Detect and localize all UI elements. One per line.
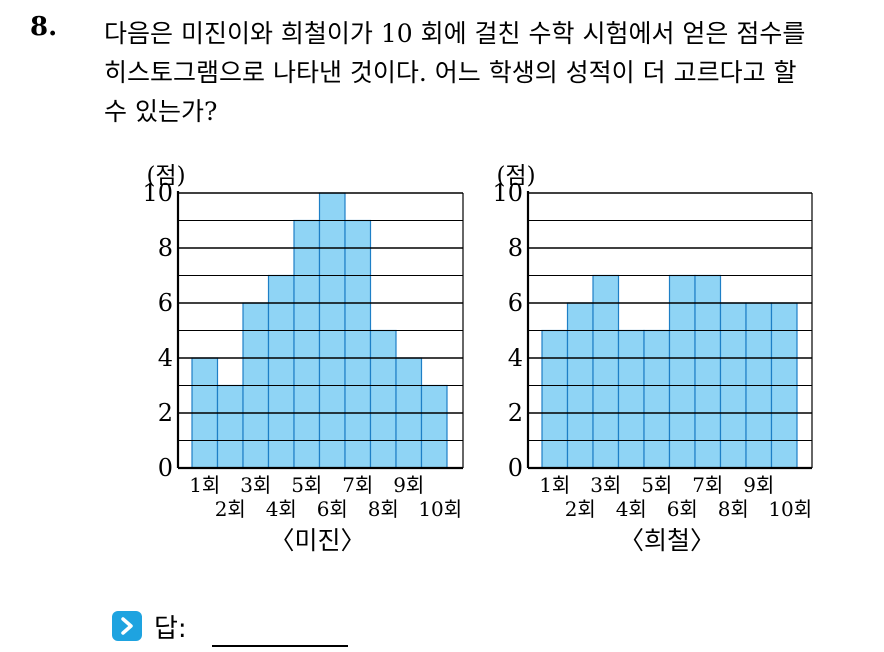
- x-tick-label: 3회: [590, 473, 621, 497]
- x-tick-label: 5회: [291, 473, 322, 497]
- bar: [592, 274, 620, 469]
- question-line: 히스토그램으로 나타낸 것이다. 어느 학생의 성적이 더 고르다고 할: [104, 58, 797, 87]
- x-tick-label: 1회: [189, 473, 220, 497]
- x-tick-label: 4회: [266, 497, 297, 521]
- question-text: 다음은 미진이와 희철이가 10 회에 걸친 수학 시험에서 얻은 점수를 히스…: [104, 14, 874, 131]
- x-tick-label: 6회: [317, 497, 348, 521]
- bar: [541, 329, 569, 469]
- answer-label: 답:: [154, 613, 187, 644]
- x-tick-label: 6회: [667, 497, 698, 521]
- bar: [668, 274, 696, 469]
- y-tick-label: 4: [158, 344, 173, 372]
- x-tick-label: 10회: [768, 497, 812, 521]
- y-tick-label: 8: [158, 234, 173, 262]
- y-tick-label: 6: [158, 289, 173, 317]
- bar: [694, 274, 722, 469]
- x-tick-label: 9회: [743, 473, 774, 497]
- bar: [617, 329, 645, 469]
- x-tick-label: 8회: [718, 497, 749, 521]
- x-tick-label: 9회: [393, 473, 424, 497]
- bar: [420, 384, 448, 469]
- x-tick-label: 4회: [616, 497, 647, 521]
- x-tick-label: 7회: [692, 473, 723, 497]
- y-tick-label: 2: [508, 399, 523, 427]
- chart-title: 〈희철〉: [619, 526, 715, 555]
- y-tick-label: 0: [508, 454, 523, 482]
- question-line: 수 있는가?: [104, 97, 218, 126]
- y-tick-label: 8: [508, 234, 523, 262]
- y-tick-label: 2: [158, 399, 173, 427]
- y-tick-label: 6: [508, 289, 523, 317]
- question-number: 8.: [30, 12, 58, 42]
- y-tick-label: 0: [158, 454, 173, 482]
- y-axis-label: (점): [146, 163, 185, 189]
- answer-row: 답:: [112, 606, 187, 646]
- x-tick-label: 1회: [539, 473, 570, 497]
- answer-blank[interactable]: [212, 645, 348, 647]
- x-tick-label: 7회: [342, 473, 373, 497]
- x-tick-label: 3회: [240, 473, 271, 497]
- chart-title: 〈미진〉: [269, 526, 365, 555]
- x-tick-label: 8회: [368, 497, 399, 521]
- x-tick-label: 2회: [215, 497, 246, 521]
- y-tick-label: 4: [508, 344, 523, 372]
- question-line: 다음은 미진이와 희철이가 10 회에 걸친 수학 시험에서 얻은 점수를: [104, 19, 806, 48]
- bar: [344, 219, 372, 469]
- y-tick-label: 10: [142, 179, 173, 207]
- x-tick-label: 5회: [641, 473, 672, 497]
- x-tick-label: 2회: [565, 497, 596, 521]
- y-tick-label: 10: [492, 179, 523, 207]
- chevron-right-icon: [112, 611, 142, 641]
- x-tick-label: 10회: [418, 497, 462, 521]
- y-axis-label: (점): [496, 163, 535, 189]
- bar: [643, 329, 671, 469]
